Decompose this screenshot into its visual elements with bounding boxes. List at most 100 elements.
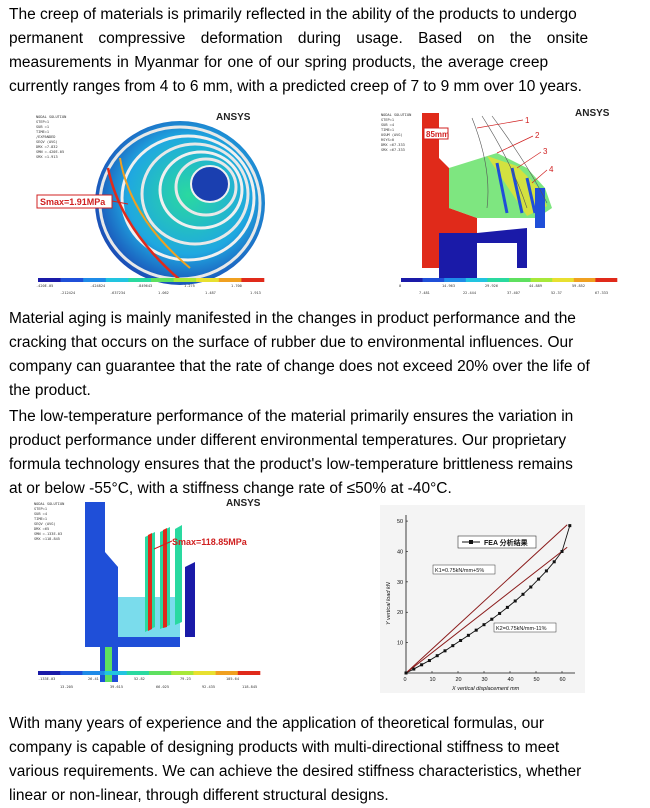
header-line: NODAL SOLUTION xyxy=(381,113,411,117)
legend-swatch xyxy=(237,671,261,675)
legend-swatch xyxy=(151,278,174,282)
header-line: SUB =1 xyxy=(36,125,49,129)
data-point xyxy=(498,611,502,615)
data-point xyxy=(451,644,455,648)
x-tick-label: 60 xyxy=(560,677,566,683)
header-line: SMN =.420E-05 xyxy=(36,150,64,154)
x-tick-label: 10 xyxy=(430,677,436,683)
text-line: company can guarantee that the rate of c… xyxy=(9,358,590,375)
legend-swatch xyxy=(530,278,553,282)
legend-swatch xyxy=(104,671,128,675)
marker-label: 4 xyxy=(549,165,554,174)
marker-label: 3 xyxy=(543,147,548,156)
legend-swatch xyxy=(38,278,61,282)
data-point xyxy=(544,569,548,573)
data-point xyxy=(521,592,525,596)
data-point xyxy=(505,605,509,609)
stiffness-chart-figure: 0 10 20 30 40 50 60 10 20 30 40 50 FEA 分析结果 K1=0.75… xyxy=(380,505,585,693)
legend-swatch xyxy=(60,671,83,675)
x-tick-label: 40 xyxy=(508,677,514,683)
legend-value: 67.333 xyxy=(595,291,608,295)
text-line: linear or non-linear, through different … xyxy=(9,787,389,804)
header-line: SEQV (AVG) xyxy=(34,522,56,526)
legend-swatch xyxy=(60,278,84,282)
color-legend-bar xyxy=(401,278,618,282)
header-line: STEP=1 xyxy=(36,120,49,124)
header-line: SMX =67.333 xyxy=(381,148,405,152)
data-point xyxy=(404,671,408,675)
stress-callout: Smax=118.85MPa xyxy=(172,537,248,547)
chart-ylabel: Y vertical load kN xyxy=(386,582,392,625)
legend-value: 22.444 xyxy=(463,291,476,295)
series-line-k1 xyxy=(405,524,568,674)
legend-value: 52.37 xyxy=(551,291,562,295)
legend-value: 1.275 xyxy=(184,284,195,288)
header-line: SMN =.133E-03 xyxy=(34,532,62,536)
legend-swatch xyxy=(82,671,105,675)
y-tick-label: 30 xyxy=(397,580,403,586)
text-line: permanent compressive deformation during… xyxy=(9,30,589,47)
legend-swatch xyxy=(573,278,596,282)
header-line: NODAL SOLUTION xyxy=(34,502,64,506)
y-tick-label: 50 xyxy=(397,519,403,525)
aging-paragraph: Material aging is mainly manifested in t… xyxy=(9,307,637,403)
legend-swatch xyxy=(444,278,467,282)
data-point xyxy=(412,667,416,671)
series-line-fea xyxy=(405,525,571,674)
data-point xyxy=(482,623,486,627)
low-temperature-paragraph: The low-temperature performance of the m… xyxy=(9,405,637,501)
legend-value: .424824 xyxy=(90,284,105,288)
fea-rubber-stress-figure: NODAL SOLUTION STEP=1 SUB =4 TIME=1 SEQV… xyxy=(30,497,270,693)
legend-value: 37.407 xyxy=(507,291,520,295)
legend-value: .637234 xyxy=(110,291,125,295)
legend-swatch xyxy=(149,671,172,675)
text-line: The creep of materials is primarily refl… xyxy=(9,6,577,23)
k1-annotation: K1=0.75kN/mm+5% xyxy=(435,568,484,574)
spring-coil-model xyxy=(95,121,265,285)
color-legend-bar xyxy=(38,278,265,282)
header-line: DMX =67.333 xyxy=(381,143,405,147)
header-line: DMX =7.832 xyxy=(36,145,58,149)
y-tick-label: 40 xyxy=(397,549,403,555)
header-line: SUB =4 xyxy=(381,123,394,127)
data-point xyxy=(537,577,541,581)
legend-swatch xyxy=(241,278,265,282)
legend-swatch xyxy=(595,278,618,282)
header-line: SMX =118.845 xyxy=(34,537,60,541)
stiffness-chart: 0 10 20 30 40 50 60 10 20 30 40 50 FEA 分析结果 K1=0.75… xyxy=(386,515,575,692)
rubber-section-model xyxy=(85,502,195,682)
text-line: The low-temperature performance of the m… xyxy=(9,408,574,425)
k2-annotation: K2=0.75kN/mm-11% xyxy=(496,626,547,632)
header-line: TIME=1 xyxy=(36,130,49,134)
fea-header-text: NODAL SOLUTION STEP=1 SUB =1 TIME=1 /EXP… xyxy=(36,115,66,159)
legend-swatch xyxy=(487,278,510,282)
legend-value: 1.062 xyxy=(158,291,169,295)
x-tick-label: 50 xyxy=(534,677,540,683)
legend-value: 39.615 xyxy=(110,685,123,689)
x-tick-label: 20 xyxy=(456,677,462,683)
dimension-label: 85mm xyxy=(426,130,449,139)
y-tick-label: 20 xyxy=(397,610,403,616)
x-tick-label: 30 xyxy=(482,677,488,683)
y-tick-label: 10 xyxy=(397,641,403,647)
fea-deformation-figure: NODAL SOLUTION STEP=1 SUB =4 TIME=1 USUM… xyxy=(377,108,627,298)
legend-swatch xyxy=(128,278,152,282)
data-point xyxy=(513,599,517,603)
ansys-logo: ANSYS xyxy=(575,108,610,119)
legend-swatch xyxy=(105,278,129,282)
legend-value: 0 xyxy=(399,284,401,288)
data-point xyxy=(459,638,463,642)
legend-swatch xyxy=(465,278,488,282)
stiffness-paragraph: With many years of experience and the ap… xyxy=(9,712,637,808)
legend-swatch xyxy=(552,278,575,282)
header-line: STEP=1 xyxy=(381,118,394,122)
data-point xyxy=(420,663,424,667)
legend-value: .133E-03 xyxy=(38,677,55,681)
bearing-section-model xyxy=(422,113,552,278)
text-line: at or below -55°C, with a stiffness chan… xyxy=(9,480,452,497)
data-point xyxy=(443,649,447,653)
legend-swatch xyxy=(173,278,197,282)
legend-swatch xyxy=(126,671,150,675)
data-point xyxy=(435,654,439,658)
color-legend-bar xyxy=(38,671,261,675)
